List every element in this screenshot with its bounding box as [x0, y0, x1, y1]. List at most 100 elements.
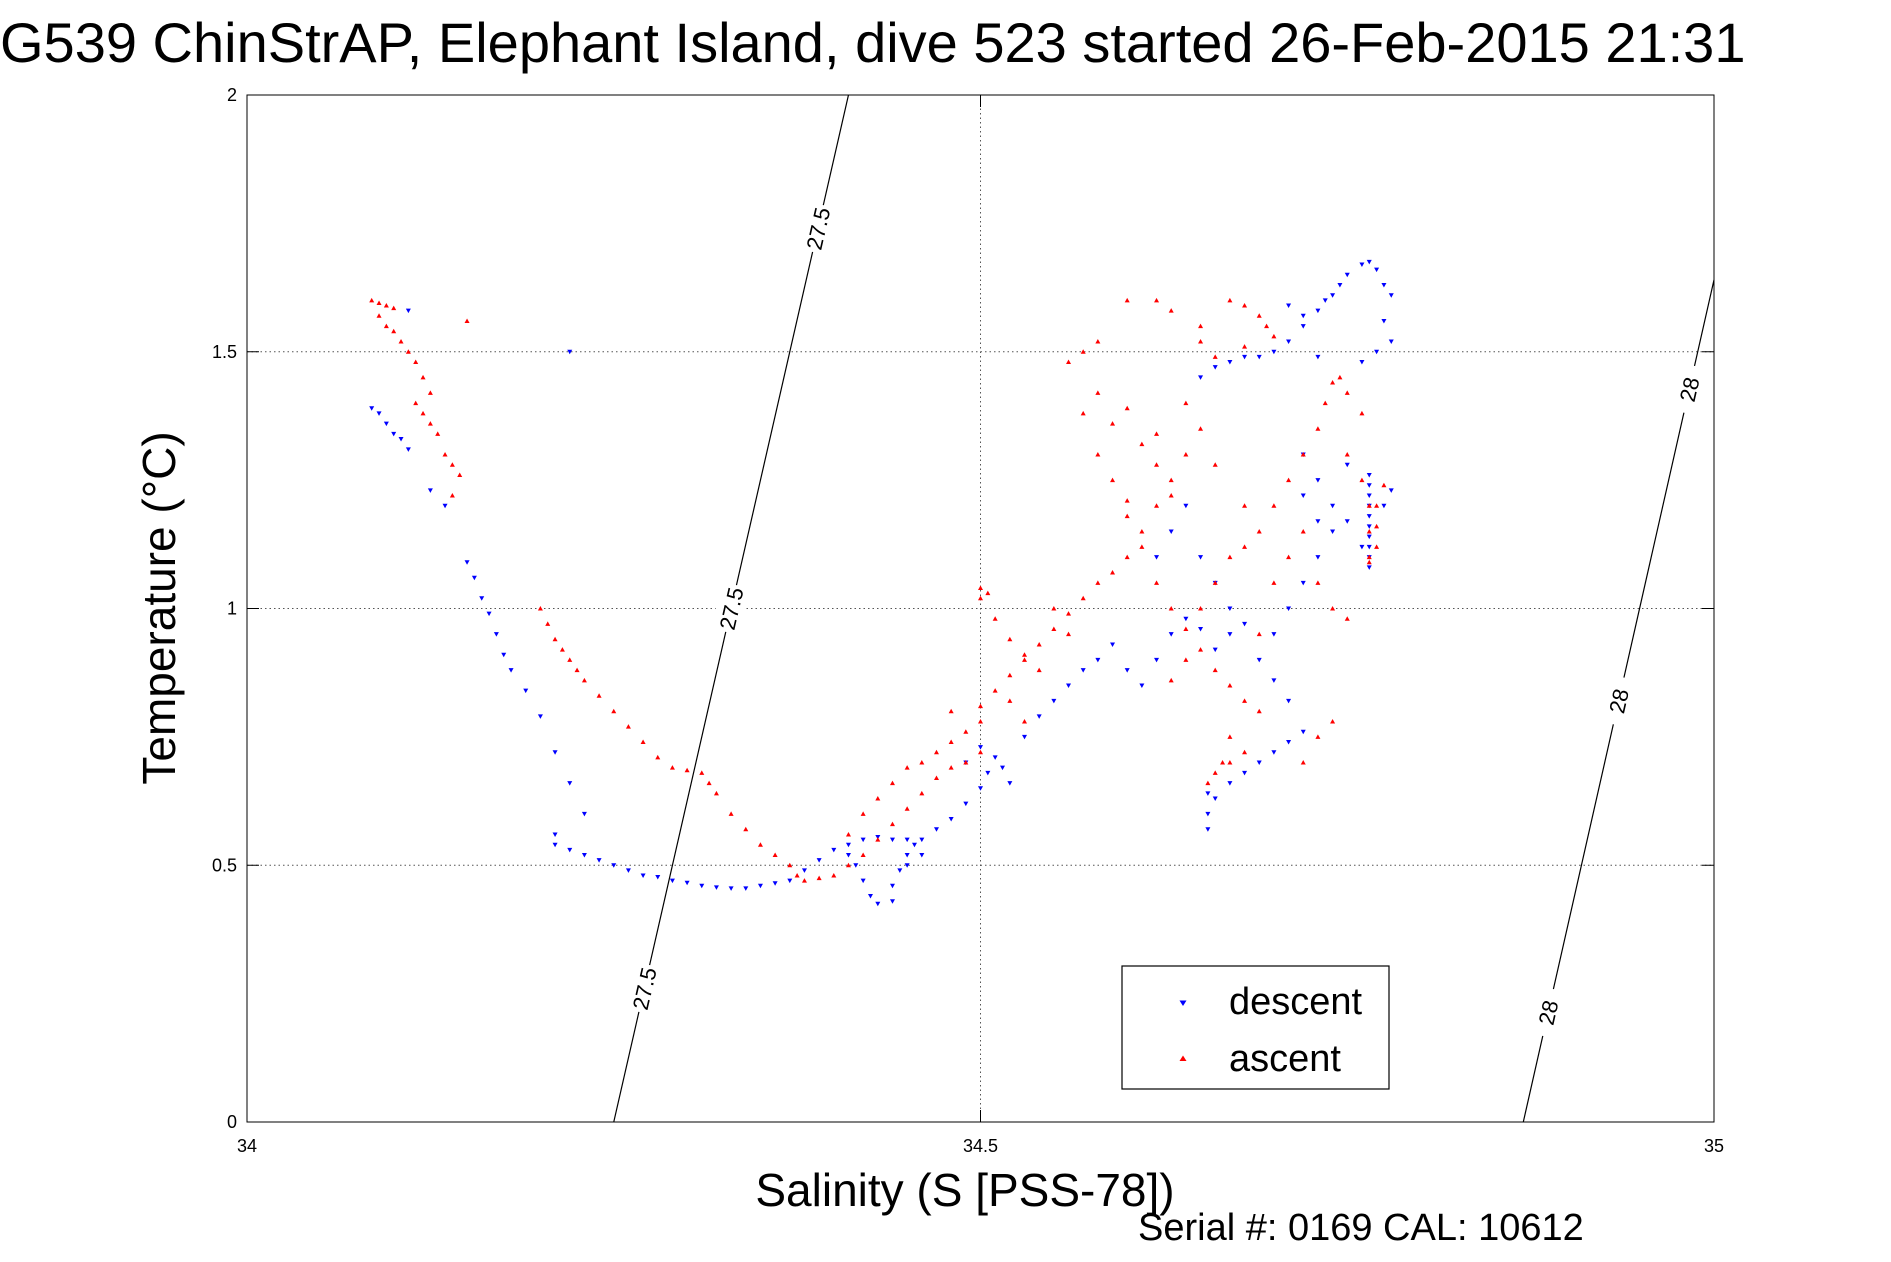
descent-point	[1337, 282, 1343, 288]
ascent-point	[743, 826, 749, 832]
descent-point	[1359, 544, 1365, 550]
ascent-point	[669, 765, 675, 770]
ascent-point	[1154, 297, 1160, 303]
ascent-point	[1344, 616, 1350, 621]
ascent-point	[684, 767, 690, 773]
ascent-point	[1139, 544, 1145, 549]
descent-point	[1286, 303, 1292, 309]
descent-point	[1366, 534, 1372, 540]
descent-point	[904, 837, 910, 843]
ascent-point	[1366, 559, 1372, 565]
descent-point	[904, 852, 910, 858]
ascent-point	[1022, 657, 1028, 662]
descent-point	[1300, 580, 1306, 586]
ascent-point	[1139, 528, 1145, 534]
descent-point	[713, 885, 719, 890]
ascent-point	[978, 718, 983, 724]
ascent-point	[845, 862, 851, 868]
descent-point	[963, 801, 969, 807]
ascent-point	[713, 790, 719, 796]
ascent-point	[1300, 760, 1306, 765]
ascent-point	[904, 765, 910, 770]
data-points	[369, 259, 1394, 907]
descent-point	[1344, 272, 1350, 278]
ascent-point	[1227, 297, 1233, 303]
descent-point	[911, 842, 917, 848]
descent-point	[501, 652, 507, 658]
ascent-point	[1286, 554, 1292, 560]
ascent-point	[420, 410, 426, 416]
ascent-point	[1242, 698, 1248, 703]
legend-box	[1121, 965, 1390, 1090]
ascent-point	[933, 749, 939, 755]
ascent-point	[559, 647, 565, 652]
descent-point	[831, 847, 837, 853]
ascent-point	[545, 621, 551, 626]
ascent-point	[1374, 544, 1380, 549]
ascent-point	[1198, 606, 1204, 611]
ascent-point	[427, 421, 433, 426]
descent-point	[1168, 529, 1174, 534]
descent-point	[728, 886, 734, 891]
ascent-point	[1264, 323, 1270, 329]
ascent-point	[442, 451, 448, 457]
ascent-point	[1271, 333, 1277, 339]
descent-point	[1322, 298, 1328, 303]
x-tick-label: 35	[1704, 1136, 1724, 1156]
descent-point	[1051, 698, 1057, 704]
descent-point	[552, 842, 558, 848]
descent-point	[1366, 565, 1372, 570]
descent-point	[625, 868, 631, 873]
descent-point	[1154, 657, 1160, 663]
ascent-point	[757, 842, 763, 847]
descent-point	[1256, 760, 1262, 766]
ascent-point	[1124, 297, 1130, 303]
legend-ascent-marker	[1179, 1055, 1187, 1061]
descent-point	[1080, 668, 1086, 673]
ascent-point	[1381, 482, 1387, 488]
ascent-point	[1066, 631, 1072, 637]
descent-point	[1330, 529, 1336, 534]
descent-point	[1205, 811, 1211, 817]
ascent-point	[1124, 405, 1130, 411]
descent-point	[1271, 678, 1277, 683]
descent-point	[1198, 627, 1204, 632]
x-tick-label: 34	[237, 1136, 257, 1156]
ascent-point	[625, 724, 631, 729]
y-tick-label: 1	[227, 599, 237, 619]
descent-point	[567, 847, 573, 853]
descent-point	[669, 878, 675, 884]
descent-point	[1366, 544, 1372, 550]
descent-point	[978, 786, 983, 791]
chart-title: G539 ChinStrAP, Elephant Island, dive 52…	[0, 11, 1745, 74]
ascent-point	[875, 795, 881, 801]
y-tick-label: 2	[227, 85, 237, 105]
descent-point	[1168, 632, 1174, 637]
ascent-point	[1036, 667, 1042, 673]
descent-point	[464, 560, 470, 565]
ascent-point	[1220, 760, 1226, 765]
ascent-point	[875, 837, 881, 842]
descent-point	[1271, 632, 1277, 637]
ascent-point	[1242, 503, 1248, 508]
descent-point	[1344, 519, 1350, 524]
ascent-point	[1322, 400, 1328, 406]
serial-calibration-text: Serial #: 0169 CAL: 10612	[1138, 1207, 1584, 1249]
descent-point	[537, 714, 543, 719]
descent-point	[640, 873, 646, 879]
descent-point	[1212, 647, 1218, 653]
descent-point	[1095, 657, 1101, 663]
descent-point	[889, 883, 895, 889]
ascent-point	[1066, 611, 1072, 616]
descent-point	[1286, 698, 1292, 704]
ascent-point	[1183, 657, 1189, 662]
ascent-point	[1022, 652, 1028, 657]
ascent-point	[1271, 580, 1277, 585]
ascent-point	[391, 328, 397, 334]
ascent-point	[1242, 749, 1248, 755]
descent-point	[552, 750, 558, 755]
descent-point	[853, 863, 859, 868]
ascent-point	[1315, 580, 1321, 585]
descent-point	[1315, 555, 1321, 560]
ascent-point	[1183, 451, 1189, 457]
